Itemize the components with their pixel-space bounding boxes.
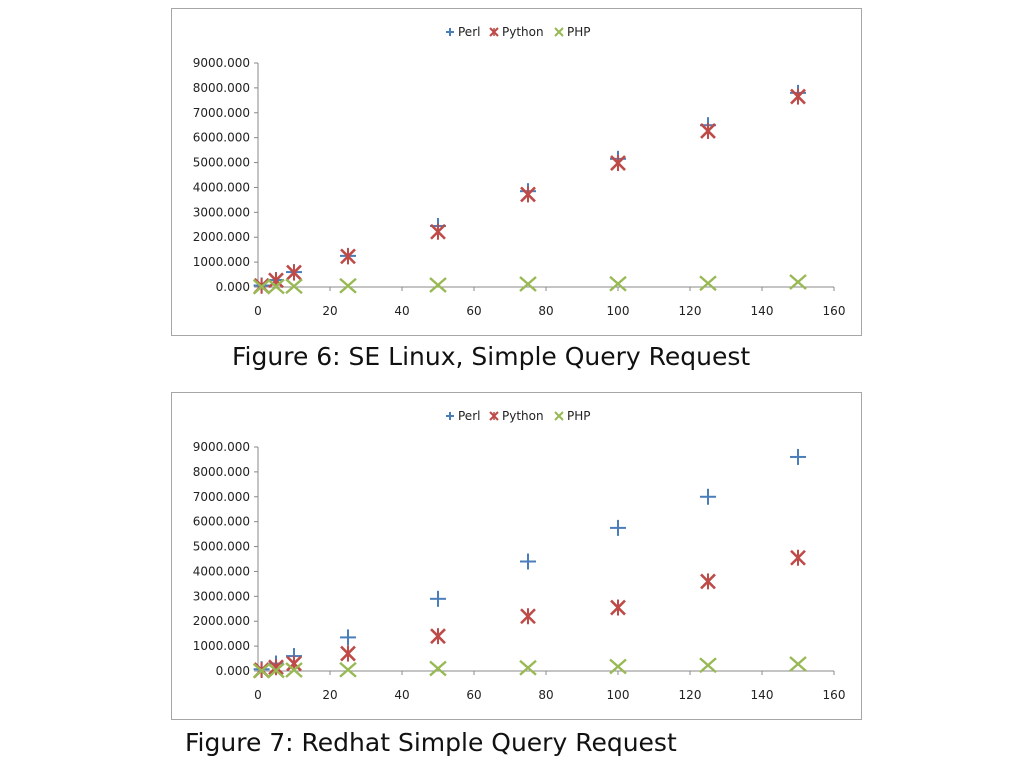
python-point — [286, 264, 302, 281]
x-tick-label: 160 — [823, 304, 846, 318]
legend-label: Python — [502, 25, 544, 39]
php-point — [429, 277, 447, 293]
php-point — [789, 656, 807, 672]
python-point — [520, 186, 536, 203]
x-tick-label: 20 — [322, 688, 337, 702]
legend-item-python: Python — [489, 25, 544, 39]
x-tick-label: 140 — [751, 304, 774, 318]
python-point — [520, 608, 536, 625]
x-tick-label: 120 — [679, 688, 702, 702]
y-tick-label: 3000.000 — [193, 205, 250, 219]
x-tick-label: 80 — [538, 688, 553, 702]
y-tick-label: 8000.000 — [193, 81, 250, 95]
x-tick-label: 20 — [322, 304, 337, 318]
y-tick-label: 0.000 — [216, 664, 250, 678]
perl-point — [610, 519, 626, 536]
figure-7-caption: Figure 7: Redhat Simple Query Request — [185, 728, 677, 757]
php-point — [789, 274, 807, 290]
legend-label: Perl — [458, 25, 480, 39]
legend-label: PHP — [567, 409, 591, 423]
y-tick-label: 9000.000 — [193, 56, 250, 70]
chart-figure-6: 0.000 1000.000 2000.000 3000.000 4000.000 500… — [171, 8, 862, 336]
legend-label: Python — [502, 409, 544, 423]
y-tick-label: 4000.000 — [193, 180, 250, 194]
x-tick-label: 60 — [466, 304, 481, 318]
legend-label: Perl — [458, 409, 480, 423]
x-tick-label: 40 — [394, 688, 409, 702]
python-point — [790, 88, 806, 105]
y-tick-label: 6000.000 — [193, 131, 250, 145]
chart-figure-7-svg: 0.000 1000.000 2000.000 3000.000 4000.000 500… — [193, 409, 846, 702]
chart-figure-6-svg: 0.000 1000.000 2000.000 3000.000 4000.000 500… — [193, 25, 846, 318]
y-tick-label: 4000.000 — [193, 564, 250, 578]
python-point — [610, 599, 626, 616]
php-point — [252, 662, 271, 679]
x-tick-label: 100 — [607, 304, 630, 318]
x-tick-label: 40 — [394, 304, 409, 318]
python-point — [700, 573, 716, 590]
php-point — [519, 276, 537, 292]
perl-point — [520, 553, 536, 570]
y-tick-label: 8000.000 — [193, 465, 250, 479]
chart-figure-7: 0.000 1000.000 2000.000 3000.000 4000.000 500… — [171, 392, 862, 720]
legend-item-python: Python — [489, 409, 544, 423]
python-point — [700, 122, 716, 139]
y-tick-label: 5000.000 — [193, 156, 250, 170]
php-point — [609, 658, 627, 675]
x-tick-label: 160 — [823, 688, 846, 702]
legend-item-php: PHP — [554, 25, 591, 39]
x-tick-label: 0 — [254, 688, 262, 702]
y-tick-label: 3000.000 — [193, 589, 250, 603]
python-point — [268, 659, 284, 676]
php-point — [699, 275, 717, 292]
python-point — [430, 628, 446, 645]
python-point — [340, 248, 356, 265]
x-tick-label: 80 — [538, 304, 553, 318]
php-point — [285, 662, 303, 678]
php-point — [252, 278, 271, 295]
perl-point — [340, 629, 356, 646]
y-tick-label: 2000.000 — [193, 230, 250, 244]
perl-point — [700, 488, 716, 505]
y-tick-label: 6000.000 — [193, 515, 250, 529]
legend: Perl Python PHP — [446, 25, 591, 39]
legend-item-perl: Perl — [446, 25, 480, 39]
python-point — [430, 223, 446, 240]
legend-item-perl: Perl — [446, 409, 480, 423]
python-point — [340, 645, 356, 662]
php-point — [339, 277, 357, 294]
python-point — [790, 549, 806, 566]
x-tick-label: 120 — [679, 304, 702, 318]
php-point — [267, 662, 285, 679]
php-point — [519, 659, 537, 676]
perl-point — [790, 448, 806, 465]
y-tick-label: 9000.000 — [193, 440, 250, 454]
x-tick-label: 140 — [751, 688, 774, 702]
x-tick-label: 60 — [466, 688, 481, 702]
y-tick-label: 1000.000 — [193, 639, 250, 653]
figure-6-caption: Figure 6: SE Linux, Simple Query Request — [232, 342, 751, 371]
x-tick-label: 0 — [254, 304, 262, 318]
y-tick-label: 5000.000 — [193, 540, 250, 554]
perl-point — [430, 590, 446, 607]
y-tick-label: 7000.000 — [193, 490, 250, 504]
legend-label: PHP — [567, 25, 591, 39]
php-point — [339, 661, 357, 678]
y-tick-label: 7000.000 — [193, 106, 250, 120]
php-point — [699, 657, 717, 674]
php-point — [429, 660, 447, 677]
php-point — [285, 278, 303, 295]
python-point — [610, 155, 626, 172]
php-point — [267, 278, 285, 295]
y-tick-label: 2000.000 — [193, 614, 250, 628]
x-tick-label: 100 — [607, 688, 630, 702]
legend: Perl Python PHP — [446, 409, 591, 423]
y-tick-label: 1000.000 — [193, 255, 250, 269]
y-tick-label: 0.000 — [216, 280, 250, 294]
php-point — [609, 275, 627, 292]
legend-item-php: PHP — [554, 409, 591, 423]
